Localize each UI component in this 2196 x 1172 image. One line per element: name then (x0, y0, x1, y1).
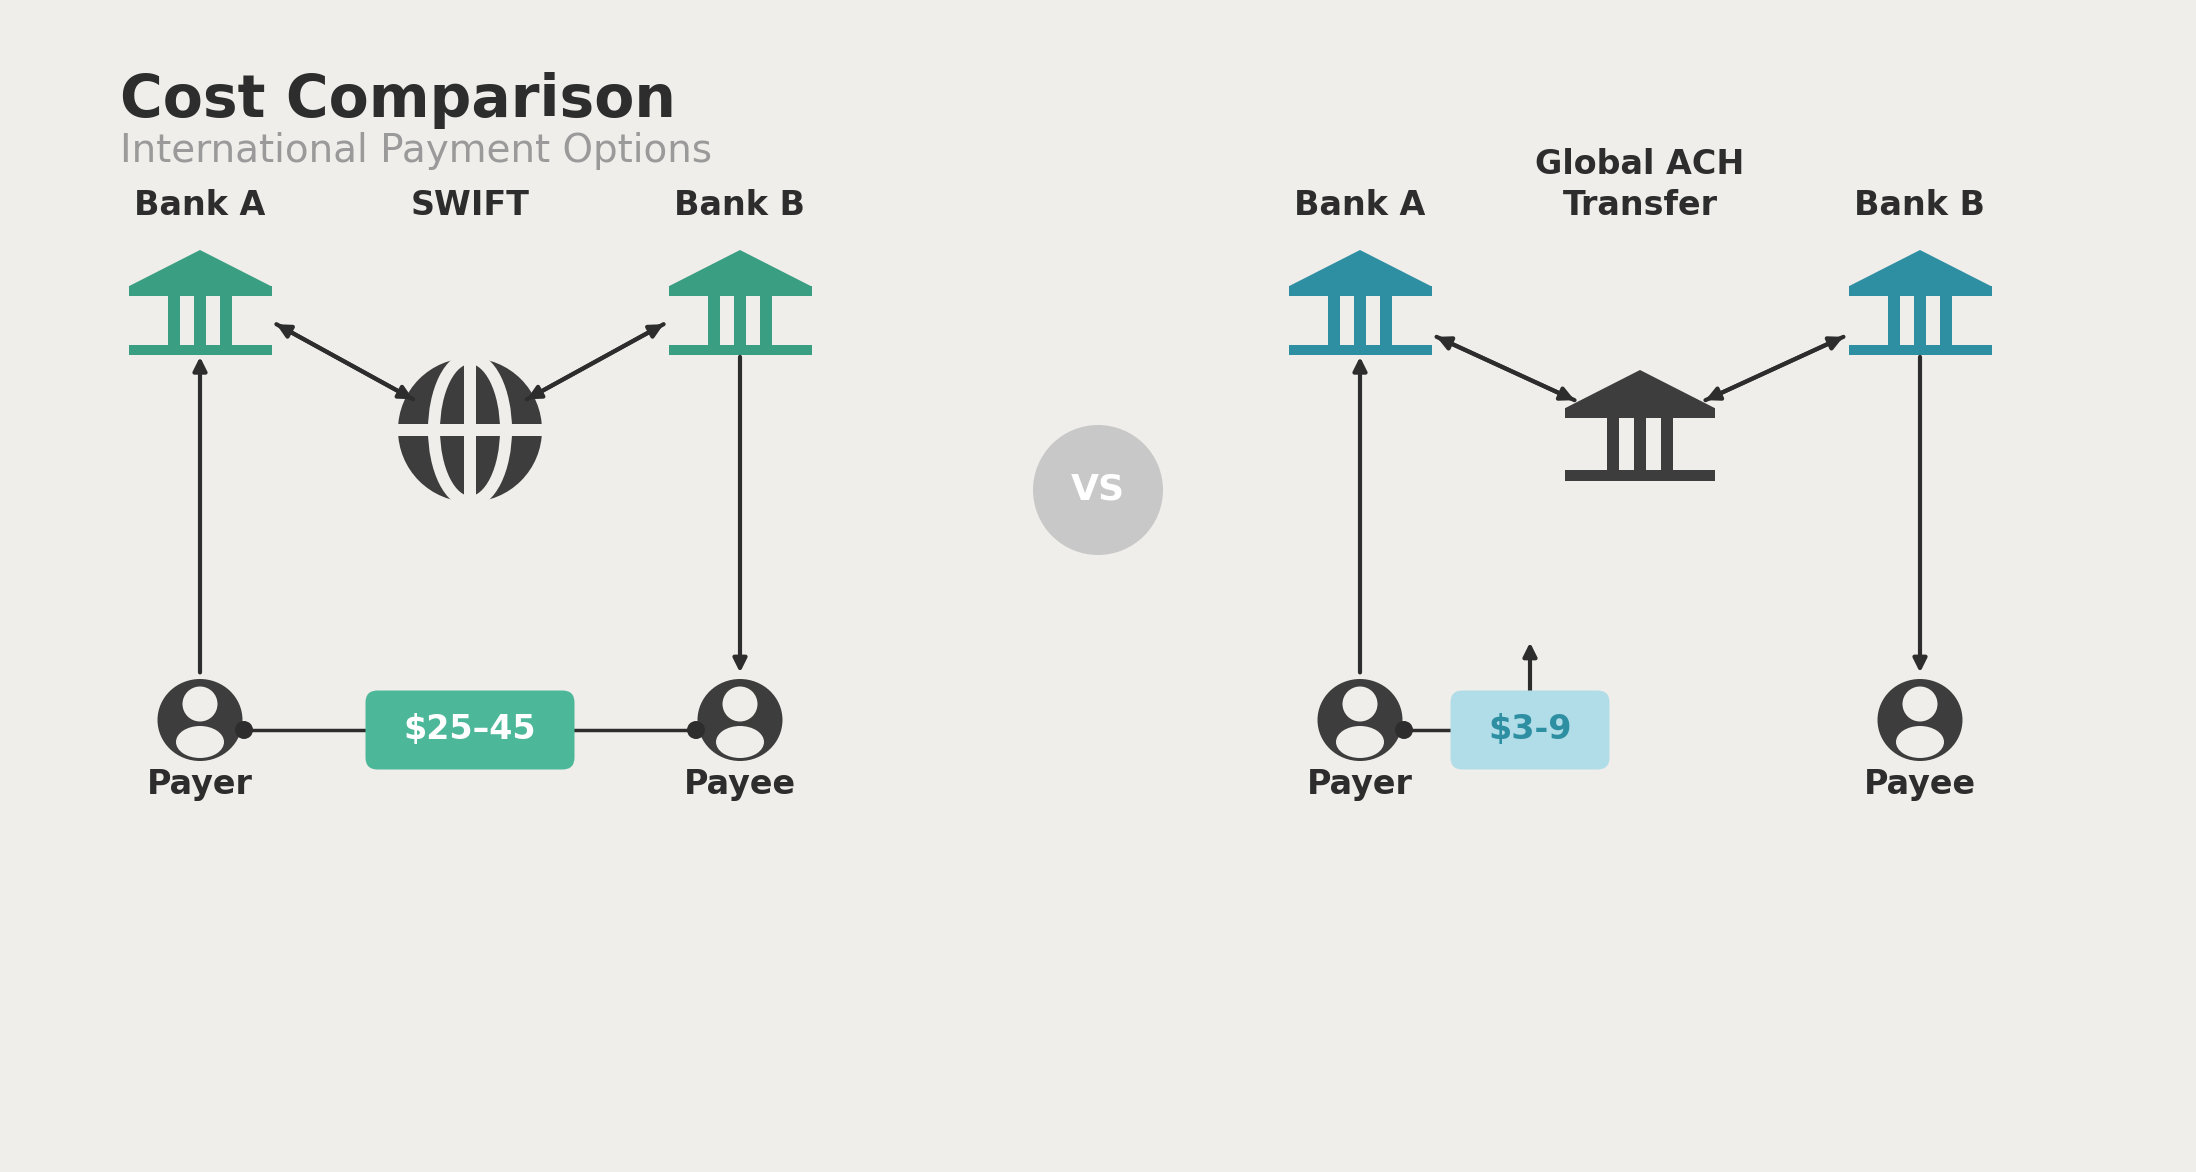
Bar (1634, 417, 1647, 470)
Text: Payer: Payer (147, 768, 253, 800)
Bar (668, 345, 813, 355)
Circle shape (1902, 687, 1937, 722)
Text: $25–45: $25–45 (404, 714, 536, 747)
Text: Bank A: Bank A (134, 189, 266, 222)
Circle shape (235, 721, 253, 740)
Polygon shape (1849, 250, 1992, 286)
Bar (1289, 286, 1432, 295)
Bar (220, 295, 233, 345)
Ellipse shape (698, 679, 782, 761)
Polygon shape (1289, 250, 1432, 286)
Bar (1379, 295, 1392, 345)
Bar (733, 295, 747, 345)
Bar (1289, 345, 1432, 355)
Bar (193, 295, 206, 345)
Bar (1849, 286, 1992, 295)
Ellipse shape (716, 725, 764, 758)
Text: Payee: Payee (1864, 768, 1976, 800)
Bar (1915, 295, 1926, 345)
Bar (707, 295, 720, 345)
Text: SWIFT: SWIFT (411, 189, 529, 222)
Text: Bank B: Bank B (674, 189, 806, 222)
Circle shape (1032, 425, 1164, 556)
FancyBboxPatch shape (365, 690, 575, 770)
Text: Bank A: Bank A (1293, 189, 1425, 222)
FancyBboxPatch shape (1452, 690, 1610, 770)
Text: Payer: Payer (1307, 768, 1412, 800)
Ellipse shape (1895, 725, 1943, 758)
Text: VS: VS (1072, 473, 1124, 507)
Bar (1566, 470, 1715, 481)
Bar (1329, 295, 1340, 345)
Bar (1939, 295, 1952, 345)
Bar (169, 295, 180, 345)
Ellipse shape (1335, 725, 1383, 758)
Ellipse shape (176, 725, 224, 758)
Bar (130, 286, 272, 295)
Text: International Payment Options: International Payment Options (121, 132, 712, 170)
Circle shape (1394, 721, 1412, 740)
Bar (1355, 295, 1366, 345)
Text: Global ACH
Transfer: Global ACH Transfer (1535, 148, 1744, 222)
Polygon shape (668, 250, 813, 286)
Bar (760, 295, 771, 345)
Bar (1849, 345, 1992, 355)
Bar (1566, 408, 1715, 417)
Circle shape (182, 687, 217, 722)
Ellipse shape (1318, 679, 1403, 761)
Circle shape (397, 357, 542, 502)
Text: Bank B: Bank B (1853, 189, 1985, 222)
Polygon shape (1566, 370, 1715, 408)
Polygon shape (130, 250, 272, 286)
Bar (1660, 417, 1673, 470)
Bar (1889, 295, 1900, 345)
Ellipse shape (158, 679, 242, 761)
Bar (1607, 417, 1618, 470)
Bar (130, 345, 272, 355)
Bar (668, 286, 813, 295)
Circle shape (1342, 687, 1377, 722)
Text: Payee: Payee (683, 768, 797, 800)
Circle shape (722, 687, 758, 722)
Ellipse shape (1878, 679, 1963, 761)
Text: Cost Comparison: Cost Comparison (121, 71, 676, 129)
Circle shape (687, 721, 705, 740)
Text: $3-9: $3-9 (1489, 714, 1572, 747)
